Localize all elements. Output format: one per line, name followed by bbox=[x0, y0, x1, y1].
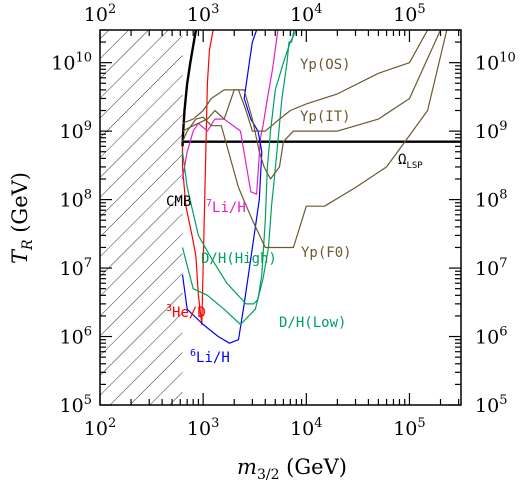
series-yp-os-line bbox=[182, 30, 429, 132]
annotation-dh-high: D/H(High) bbox=[201, 251, 277, 267]
x-tick-label-top: 104 bbox=[290, 2, 322, 26]
series-3he-d-line bbox=[181, 30, 214, 326]
y-tick-label: 1010 bbox=[51, 51, 92, 75]
y-tick-label: 105 bbox=[60, 393, 92, 417]
series-yp-f0-line bbox=[181, 30, 461, 249]
x-tick-label: 102 bbox=[84, 416, 116, 440]
series-layer bbox=[181, 30, 461, 344]
x-tick-label: 104 bbox=[290, 416, 322, 440]
x-axis-title: m3/2 (GeV) bbox=[237, 455, 347, 483]
y-tick-label-right: 109 bbox=[475, 119, 507, 143]
y-axis-title: TR (GeV) bbox=[8, 172, 36, 264]
x-tick-label-top: 103 bbox=[187, 2, 219, 26]
y-tick-label: 106 bbox=[60, 325, 92, 349]
plot-frame bbox=[99, 29, 462, 406]
y-tick-label-right: 105 bbox=[475, 393, 507, 417]
annotation-7li-h: 7Li/H bbox=[206, 198, 246, 216]
excluded-region-hatched bbox=[100, 30, 183, 405]
annotation-6li-h: 6Li/H bbox=[190, 348, 230, 366]
annotation-omega-lsp: ΩLSP bbox=[398, 152, 423, 171]
y-tick-label-right: 108 bbox=[475, 188, 507, 212]
annotation-yp-f0: Yp(F0) bbox=[301, 245, 352, 261]
y-tick-label-right: 1010 bbox=[475, 51, 516, 75]
y-tick-label-right: 107 bbox=[475, 256, 507, 280]
series-d-h-high-line bbox=[181, 30, 296, 326]
x-tick-label-top: 102 bbox=[84, 2, 116, 26]
annotation-yp-it: Yp(IT) bbox=[300, 109, 351, 125]
annotation-cmb: CMB bbox=[166, 194, 191, 210]
series-yp-it-line bbox=[182, 30, 442, 180]
y-tick-label-right: 106 bbox=[475, 325, 507, 349]
annotation-3he-d: 3He/D bbox=[166, 303, 206, 321]
x-tick-label-top: 105 bbox=[393, 2, 425, 26]
tick-layer bbox=[99, 29, 461, 406]
tick-label-layer: 102 102 103 103 104 104 105 105 105 105 106 106 107 1… bbox=[51, 2, 515, 440]
y-tick-label: 108 bbox=[60, 188, 92, 212]
annotation-yp-os: Yp(OS) bbox=[300, 57, 351, 73]
y-tick-label: 107 bbox=[60, 256, 92, 280]
series-cmb-line bbox=[181, 30, 198, 147]
x-tick-label: 105 bbox=[393, 416, 425, 440]
series-6li-h-line bbox=[181, 30, 263, 344]
annotation-dh-low: D/H(Low) bbox=[279, 315, 346, 331]
x-tick-label: 103 bbox=[187, 416, 219, 440]
y-tick-label: 109 bbox=[60, 119, 92, 143]
series-7li-h-line bbox=[181, 30, 279, 195]
series-d-h-low-line bbox=[181, 30, 297, 305]
